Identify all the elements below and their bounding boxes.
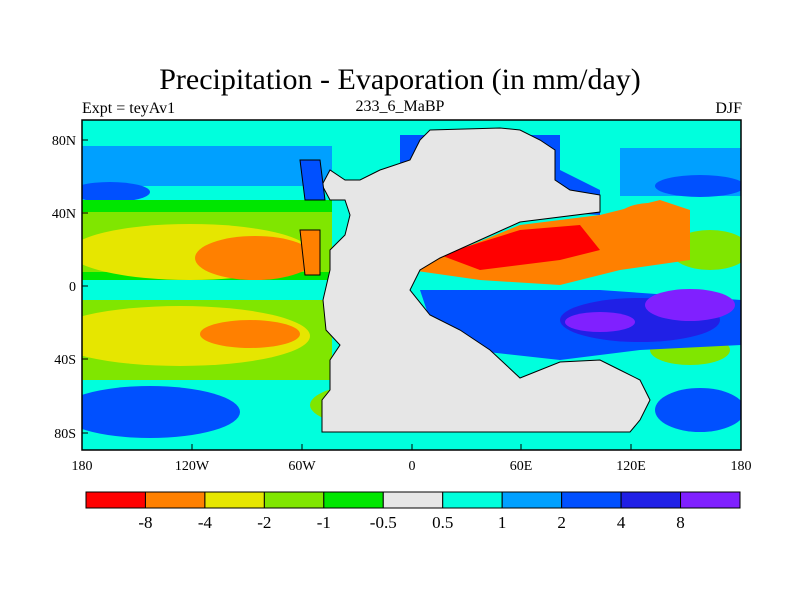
map-title: Precipitation - Evaporation (in mm/day) — [159, 63, 641, 96]
colorbar-swatch — [501, 491, 563, 509]
lat-tick-label: 0 — [69, 280, 76, 295]
season-label: DJF — [715, 100, 742, 117]
colorbar-label: -1 — [316, 513, 331, 532]
colorbar-swatch — [144, 491, 206, 509]
colorbar-swatch — [680, 491, 741, 509]
colorbar-swatch — [263, 491, 325, 509]
lon-tick-label: 0 — [409, 459, 416, 474]
colorbar — [85, 491, 741, 509]
colorbar-label: 2 — [557, 513, 566, 532]
lon-tick-label: 120W — [175, 459, 210, 474]
lat-tick-label: 80S — [54, 427, 76, 442]
experiment-label: Expt = teyAv1 — [82, 100, 176, 117]
lon-tick-label: 60E — [510, 459, 533, 474]
lat-tick-label: 40S — [54, 353, 76, 368]
contour-field — [82, 120, 741, 450]
colorbar-label: -2 — [257, 513, 272, 532]
colorbar-swatch — [323, 491, 384, 509]
lon-tick-label: 180 — [72, 459, 93, 474]
continent-mask — [321, 127, 651, 433]
longitude-axis: 180 120W 60W 0 60E 120E 180 — [72, 444, 752, 474]
colorbar-swatch — [620, 491, 682, 509]
latitude-axis: 80N 40N 0 40S 80S — [52, 134, 88, 442]
lon-tick-label: 120E — [616, 459, 646, 474]
lon-tick-label: 180 — [731, 459, 752, 474]
colorbar-label: 1 — [497, 513, 507, 532]
colorbar-label: 8 — [676, 513, 685, 532]
colorbar-label: 4 — [616, 513, 626, 532]
colorbar-label: -4 — [197, 513, 212, 532]
period-label: 233_6_MaBP — [355, 98, 445, 115]
colorbar-swatch — [442, 491, 503, 509]
colorbar-label: -0.5 — [369, 513, 397, 532]
lon-tick-label: 60W — [288, 459, 316, 474]
colorbar-label: -8 — [138, 513, 153, 532]
colorbar-swatch — [561, 491, 622, 509]
lat-tick-label: 80N — [52, 134, 76, 149]
colorbar-swatch — [204, 491, 265, 509]
colorbar-swatch — [382, 491, 444, 509]
colorbar-swatch — [85, 491, 146, 509]
lat-tick-label: 40N — [52, 207, 76, 222]
colorbar-label: 0.5 — [432, 513, 454, 532]
